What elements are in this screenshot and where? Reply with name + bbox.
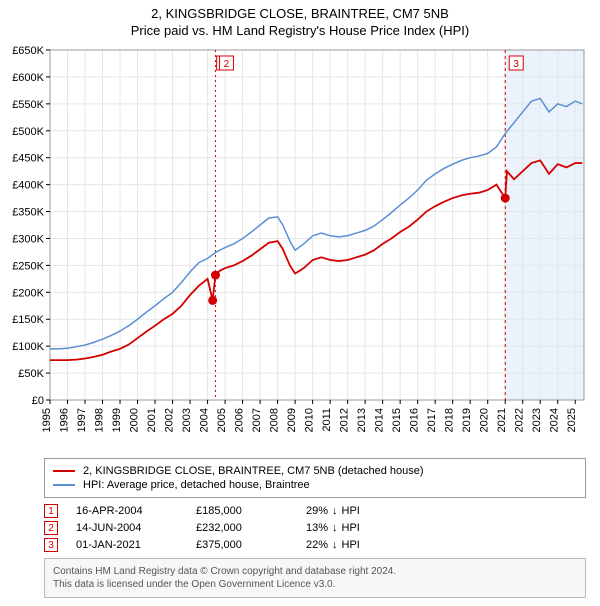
event-diff-pct: 22%	[306, 539, 328, 551]
footer: Contains HM Land Registry data © Crown c…	[44, 558, 586, 598]
svg-text:2009: 2009	[286, 408, 298, 432]
legend: 2, KINGSBRIDGE CLOSE, BRAINTREE, CM7 5NB…	[44, 458, 586, 498]
event-diff: 13% ↓ HPI	[306, 522, 360, 534]
svg-text:2008: 2008	[269, 408, 281, 432]
footer-line-1: Contains HM Land Registry data © Crown c…	[53, 565, 577, 578]
legend-swatch	[53, 470, 75, 472]
chart-title: 2, KINGSBRIDGE CLOSE, BRAINTREE, CM7 5NB	[0, 6, 600, 21]
event-diff: 22% ↓ HPI	[306, 539, 360, 551]
svg-text:2012: 2012	[339, 408, 351, 432]
svg-text:£600K: £600K	[12, 72, 44, 84]
legend-label: HPI: Average price, detached house, Brai…	[83, 479, 310, 491]
event-row: 3 01-JAN-2021£375,00022% ↓ HPI	[44, 538, 586, 552]
event-date: 16-APR-2004	[76, 505, 196, 517]
event-diff-vs: HPI	[342, 522, 360, 534]
svg-text:2004: 2004	[199, 408, 211, 432]
svg-text:£500K: £500K	[12, 126, 44, 138]
svg-text:2025: 2025	[566, 408, 578, 432]
svg-text:£150K: £150K	[12, 314, 44, 326]
svg-text:2013: 2013	[356, 408, 368, 432]
event-diff-vs: HPI	[342, 505, 360, 517]
svg-text:2019: 2019	[461, 408, 473, 432]
svg-text:£350K: £350K	[12, 207, 44, 219]
svg-text:2010: 2010	[304, 408, 316, 432]
svg-text:2021: 2021	[496, 408, 508, 432]
event-date: 01-JAN-2021	[76, 539, 196, 551]
chart-subtitle: Price paid vs. HM Land Registry's House …	[0, 23, 600, 38]
svg-text:£250K: £250K	[12, 260, 44, 272]
svg-text:2: 2	[224, 59, 230, 70]
event-row: 2 14-JUN-2004£232,00013% ↓ HPI	[44, 521, 586, 535]
svg-text:2001: 2001	[146, 408, 158, 432]
title-block: 2, KINGSBRIDGE CLOSE, BRAINTREE, CM7 5NB…	[0, 0, 600, 40]
svg-text:2022: 2022	[514, 408, 526, 432]
event-price: £375,000	[196, 539, 306, 551]
svg-text:1997: 1997	[76, 408, 88, 432]
event-diff-pct: 29%	[306, 505, 328, 517]
svg-text:£100K: £100K	[12, 341, 44, 353]
svg-text:£650K: £650K	[12, 45, 44, 57]
chart-svg: £0 £50K £100K £150K £200K £250K £300K £350K £400…	[0, 40, 600, 450]
event-diff-pct: 13%	[306, 522, 328, 534]
svg-text:£200K: £200K	[12, 287, 44, 299]
arrow-down-icon: ↓	[332, 539, 338, 551]
svg-text:2018: 2018	[444, 408, 456, 432]
svg-text:2017: 2017	[426, 408, 438, 432]
events-table: 1 16-APR-2004£185,00029% ↓ HPI 2 14-JUN-2004£…	[44, 504, 586, 552]
svg-text:2011: 2011	[321, 408, 333, 432]
legend-label: 2, KINGSBRIDGE CLOSE, BRAINTREE, CM7 5NB…	[83, 465, 424, 477]
svg-text:£300K: £300K	[12, 233, 44, 245]
svg-text:2007: 2007	[251, 408, 263, 432]
svg-text:1995: 1995	[41, 408, 53, 432]
event-date: 14-JUN-2004	[76, 522, 196, 534]
event-marker-box: 3	[44, 538, 58, 552]
svg-text:£400K: £400K	[12, 180, 44, 192]
footer-line-2: This data is licensed under the Open Gov…	[53, 578, 577, 591]
svg-text:2000: 2000	[129, 408, 141, 432]
chart: £0 £50K £100K £150K £200K £250K £300K £350K £400…	[0, 40, 600, 450]
svg-text:2014: 2014	[374, 408, 386, 432]
svg-text:2002: 2002	[164, 408, 176, 432]
event-price: £232,000	[196, 522, 306, 534]
svg-text:1998: 1998	[94, 408, 106, 432]
svg-text:2023: 2023	[531, 408, 543, 432]
svg-text:£550K: £550K	[12, 99, 44, 111]
svg-text:£0: £0	[32, 395, 44, 407]
svg-text:£50K: £50K	[18, 368, 44, 380]
event-marker-box: 1	[44, 504, 58, 518]
svg-text:3: 3	[513, 59, 519, 70]
legend-swatch	[53, 484, 75, 486]
svg-text:2015: 2015	[391, 408, 403, 432]
page: 2, KINGSBRIDGE CLOSE, BRAINTREE, CM7 5NB…	[0, 0, 600, 598]
svg-text:2024: 2024	[549, 408, 561, 432]
event-price: £185,000	[196, 505, 306, 517]
svg-text:1996: 1996	[59, 408, 71, 432]
svg-text:2005: 2005	[216, 408, 228, 432]
event-row: 1 16-APR-2004£185,00029% ↓ HPI	[44, 504, 586, 518]
legend-item: 2, KINGSBRIDGE CLOSE, BRAINTREE, CM7 5NB…	[53, 465, 577, 477]
svg-text:2016: 2016	[409, 408, 421, 432]
event-marker-box: 2	[44, 521, 58, 535]
svg-text:1999: 1999	[111, 408, 123, 432]
svg-text:2006: 2006	[234, 408, 246, 432]
svg-text:2003: 2003	[181, 408, 193, 432]
event-diff-vs: HPI	[342, 539, 360, 551]
arrow-down-icon: ↓	[332, 522, 338, 534]
legend-item: HPI: Average price, detached house, Brai…	[53, 479, 577, 491]
arrow-down-icon: ↓	[332, 505, 338, 517]
event-diff: 29% ↓ HPI	[306, 505, 360, 517]
svg-text:2020: 2020	[479, 408, 491, 432]
svg-text:£450K: £450K	[12, 153, 44, 165]
